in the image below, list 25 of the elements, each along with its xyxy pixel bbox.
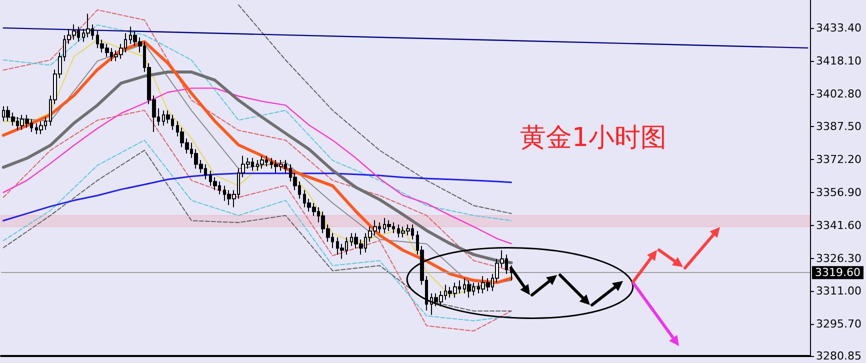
candlestick (387, 220, 391, 232)
line-series (238, 4, 512, 214)
line-series (2, 9, 512, 272)
y-tick-label: 3295.70 (816, 318, 862, 331)
line-series (2, 88, 512, 244)
candlestick (86, 13, 90, 38)
y-tick-label: 3433.40 (816, 21, 862, 34)
ref-line-label: 3319.60 (815, 266, 860, 280)
candlestick (467, 280, 471, 298)
y-tick-label: 3372.20 (816, 153, 862, 166)
line-series (2, 110, 512, 332)
y-tick-label: 3402.80 (816, 87, 862, 100)
line-series (2, 24, 512, 222)
line-series (2, 70, 513, 264)
y-tick-label: 3311.00 (816, 284, 862, 298)
y-tick-label: 3418.10 (816, 54, 862, 68)
y-tick-label: 3356.90 (816, 186, 862, 199)
y-tick-label: 3326.30 (816, 252, 862, 265)
y-tick-label: 3280.85 (816, 350, 862, 362)
y-tick-label: 3341.60 (816, 218, 862, 232)
line-series (2, 172, 512, 222)
annotation: 黄金1小时图 (520, 122, 667, 155)
candlestick (260, 155, 264, 170)
y-tick-label: 3387.50 (816, 120, 862, 134)
candlestick (39, 120, 43, 135)
